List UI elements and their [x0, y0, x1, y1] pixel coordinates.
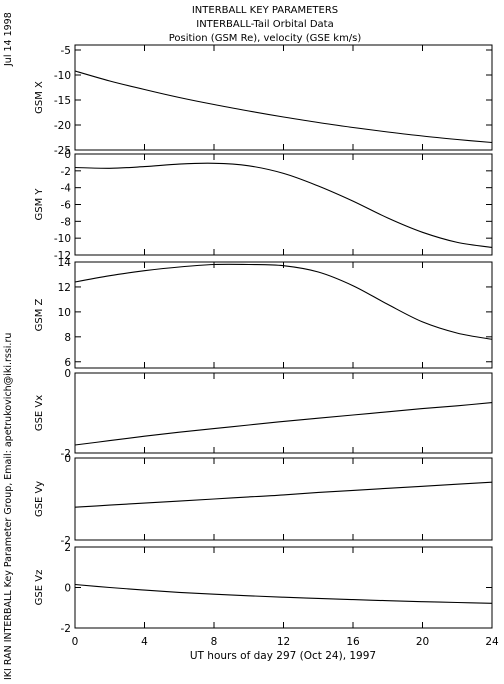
y-axis-label: GSE Vy — [34, 481, 45, 517]
y-tick-label: -6 — [61, 200, 72, 212]
plot-frame — [74, 44, 493, 151]
panel-gsm-y: 0 -2 -4 -6 -8 -10 -12 GSM Y — [34, 149, 493, 262]
credit-text: IKI RAN INTERBALL Key Parameter Group, E… — [3, 333, 14, 680]
y-tick-label: 12 — [58, 282, 71, 294]
x-axis-label: UT hours of day 297 (Oct 24), 1997 — [190, 650, 376, 662]
x-tick-label: 8 — [211, 636, 218, 648]
y-tick-label: 0 — [64, 453, 71, 465]
x-tick-label: 4 — [141, 636, 148, 648]
y-tick-label: 0 — [64, 368, 71, 380]
x-tick-label: 12 — [277, 636, 290, 648]
series-line-gse-vz — [74, 583, 493, 604]
y-tick-label: -15 — [54, 95, 71, 107]
y-tick-label: -10 — [54, 70, 71, 82]
y-axis-label: GSM Z — [34, 298, 45, 331]
y-tick-label: 0 — [64, 149, 71, 161]
panel-gsm-z: 6 8 10 12 14 GSM Z — [34, 257, 493, 369]
date-stamp: Jul 14 1998 — [3, 12, 14, 67]
y-tick-label: -2 — [61, 166, 71, 178]
chart-title-line3: Position (GSM Re), velocity (GSE km/s) — [169, 33, 362, 44]
y-tick-label: -2 — [61, 448, 71, 460]
chart-title-line2: INTERBALL-Tail Orbital Data — [196, 19, 333, 30]
y-tick-label: 14 — [58, 257, 72, 269]
panel-gsm-x: -5 -10 -15 -20 -25 GSM X — [34, 44, 493, 157]
panel-gse-vz: 2 0 -2 GSE Vz — [34, 542, 493, 635]
y-tick-label: -5 — [61, 45, 71, 57]
series-line-gsm-x — [74, 70, 493, 144]
y-tick-label: -25 — [54, 145, 71, 157]
y-tick-label: -8 — [61, 216, 71, 228]
y-tick-label: 0 — [64, 583, 71, 595]
y-axis-label: GSE Vx — [34, 395, 45, 431]
y-axis-label: GSM X — [34, 81, 45, 114]
y-tick-label: -12 — [54, 250, 71, 262]
plot-frame — [74, 457, 493, 541]
series-line-gsm-z — [74, 263, 493, 340]
y-tick-label: -2 — [61, 623, 71, 635]
y-tick-label: -20 — [54, 120, 71, 132]
x-tick-label: 20 — [416, 636, 429, 648]
chart-title-line1: INTERBALL KEY PARAMETERS — [192, 5, 338, 16]
panel-gse-vy: 0 -2 GSE Vy — [34, 453, 493, 547]
series-line-gse-vy — [74, 481, 493, 508]
plot-frame — [74, 546, 493, 629]
plot-frame — [74, 372, 493, 454]
y-tick-label: -4 — [61, 183, 72, 195]
y-tick-label: 6 — [64, 357, 71, 369]
y-tick-label: -10 — [54, 233, 71, 245]
y-tick-label: 10 — [58, 307, 71, 319]
series-line-gsm-y — [74, 162, 493, 248]
y-axis-label: GSM Y — [34, 188, 45, 221]
series-line-gse-vx — [74, 402, 493, 446]
y-axis-label: GSE Vz — [34, 570, 45, 606]
x-tick-label: 24 — [485, 636, 499, 648]
plot-frame — [74, 261, 493, 369]
x-tick-label: 0 — [72, 636, 79, 648]
x-tick-label: 16 — [346, 636, 360, 648]
panel-gse-vx: 0 -2 GSE Vx — [34, 368, 493, 460]
y-tick-label: 2 — [64, 542, 71, 554]
y-tick-label: -2 — [61, 535, 71, 547]
y-tick-label: 8 — [64, 332, 71, 344]
plot-frame — [74, 153, 493, 256]
